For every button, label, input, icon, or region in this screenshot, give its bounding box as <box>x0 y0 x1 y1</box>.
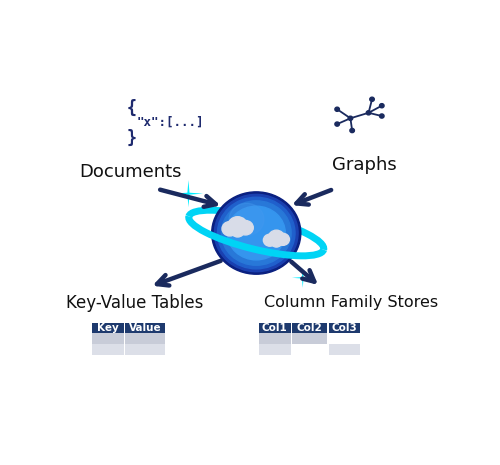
Circle shape <box>238 220 254 235</box>
Circle shape <box>231 225 244 237</box>
Circle shape <box>348 116 352 120</box>
Circle shape <box>380 114 384 118</box>
Text: Column Family Stores: Column Family Stores <box>264 295 438 310</box>
FancyBboxPatch shape <box>292 344 328 355</box>
Circle shape <box>366 111 371 115</box>
FancyBboxPatch shape <box>328 323 360 333</box>
FancyBboxPatch shape <box>259 323 290 333</box>
Circle shape <box>222 201 291 265</box>
Circle shape <box>271 237 282 247</box>
Circle shape <box>264 234 276 246</box>
Text: Graphs: Graphs <box>332 156 397 174</box>
FancyBboxPatch shape <box>92 323 124 333</box>
Text: Value: Value <box>128 323 161 333</box>
Circle shape <box>380 104 384 108</box>
Circle shape <box>370 97 374 101</box>
FancyBboxPatch shape <box>92 344 124 355</box>
Circle shape <box>222 221 238 236</box>
Text: {: { <box>126 99 136 117</box>
Text: Col2: Col2 <box>296 323 322 333</box>
Circle shape <box>212 192 301 274</box>
Circle shape <box>229 203 264 236</box>
FancyBboxPatch shape <box>125 323 164 333</box>
Text: Col1: Col1 <box>262 323 287 333</box>
FancyBboxPatch shape <box>292 333 328 344</box>
Circle shape <box>228 217 248 234</box>
FancyBboxPatch shape <box>125 344 164 355</box>
Circle shape <box>335 122 340 126</box>
FancyBboxPatch shape <box>292 323 328 333</box>
FancyBboxPatch shape <box>259 333 290 344</box>
FancyBboxPatch shape <box>125 333 164 344</box>
FancyBboxPatch shape <box>328 344 360 355</box>
FancyBboxPatch shape <box>92 333 124 344</box>
FancyBboxPatch shape <box>292 344 328 355</box>
Text: Col3: Col3 <box>332 323 357 333</box>
FancyBboxPatch shape <box>328 333 360 344</box>
Circle shape <box>268 230 284 245</box>
Text: Key: Key <box>97 323 119 333</box>
Circle shape <box>335 107 340 111</box>
Polygon shape <box>292 268 314 288</box>
Circle shape <box>350 128 354 133</box>
Circle shape <box>214 194 298 272</box>
Polygon shape <box>174 180 203 207</box>
FancyBboxPatch shape <box>328 333 360 344</box>
Circle shape <box>227 206 286 260</box>
Circle shape <box>276 233 289 246</box>
Text: "x":[...]: "x":[...] <box>136 115 203 128</box>
Text: Key-Value Tables: Key-Value Tables <box>66 294 203 312</box>
Text: Documents: Documents <box>79 163 182 181</box>
FancyBboxPatch shape <box>259 344 290 355</box>
Text: }: } <box>126 129 136 147</box>
Circle shape <box>218 197 295 269</box>
